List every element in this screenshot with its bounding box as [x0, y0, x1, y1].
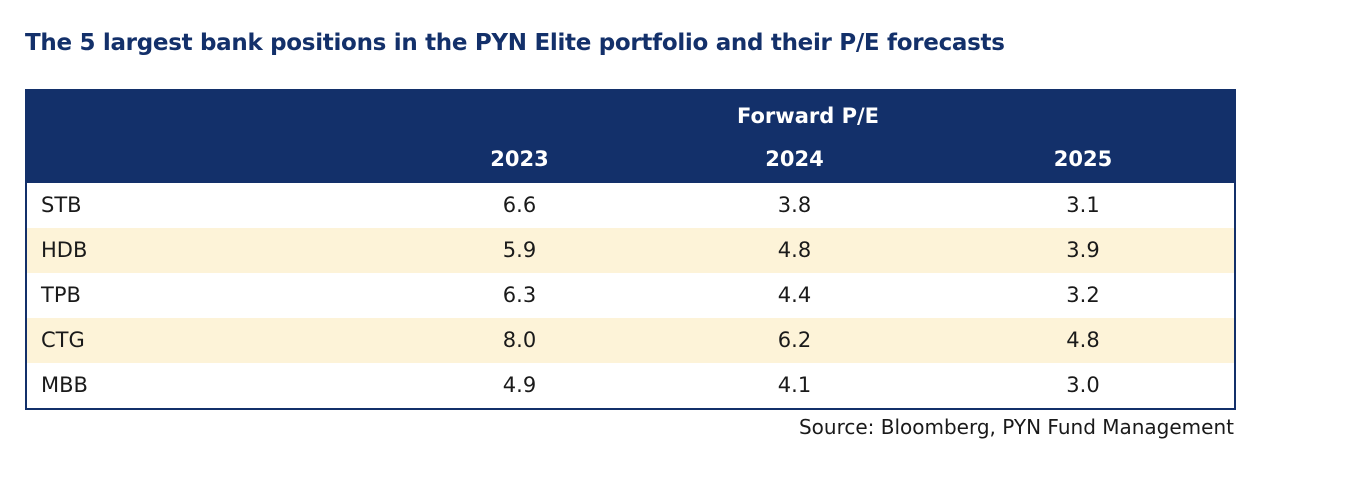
header-row: 2023 2024 2025 — [27, 139, 1234, 183]
cell: 4.9 — [502, 373, 537, 397]
row-label: STB — [41, 193, 82, 217]
cell: 6.6 — [502, 193, 537, 217]
table-row: STB 6.6 3.8 3.1 — [27, 183, 1234, 228]
cell: 4.1 — [777, 373, 812, 397]
cell: 8.0 — [502, 328, 537, 352]
table-row: CTG 8.0 6.2 4.8 — [27, 318, 1234, 363]
column-header: 2024 — [765, 147, 824, 171]
table-row: TPB 6.3 4.4 3.2 — [27, 273, 1234, 318]
table-row: HDB 5.9 4.8 3.9 — [27, 228, 1234, 273]
source-note: Source: Bloomberg, PYN Fund Management — [798, 415, 1234, 439]
cell: 3.8 — [777, 193, 812, 217]
row-label: MBB — [41, 373, 88, 397]
cell: 3.2 — [1066, 283, 1100, 307]
column-header: 2025 — [1053, 147, 1113, 171]
cell: 6.2 — [777, 328, 812, 352]
table-row: MBB 4.9 4.1 3.0 — [27, 363, 1234, 408]
column-header: 2023 — [490, 147, 549, 171]
table-body: STB 6.6 3.8 3.1 HDB 5.9 4.8 3.9 TPB 6.3 4.4 3.2 CTG 8… — [27, 183, 1234, 408]
cell: 3.1 — [1066, 193, 1100, 217]
group-header: Forward P/E — [737, 104, 879, 128]
title: The 5 largest bank positions in the PYN … — [25, 30, 1005, 56]
row-label: TPB — [41, 283, 81, 307]
cell: 4.8 — [777, 238, 812, 262]
cell: 3.0 — [1066, 373, 1100, 397]
row-label: CTG — [41, 328, 85, 352]
header-group-row: Forward P/E — [27, 91, 1234, 139]
cell: 6.3 — [502, 283, 537, 307]
cell: 4.8 — [1066, 328, 1100, 352]
cell: 5.9 — [502, 238, 537, 262]
cell: 3.9 — [1066, 238, 1100, 262]
row-label: HDB — [41, 238, 88, 262]
cell: 4.4 — [777, 283, 812, 307]
header-empty — [27, 139, 382, 183]
table: Forward P/E 2023 2024 2025 STB 6.6 3.8 3.1 HDB… — [25, 89, 1236, 410]
